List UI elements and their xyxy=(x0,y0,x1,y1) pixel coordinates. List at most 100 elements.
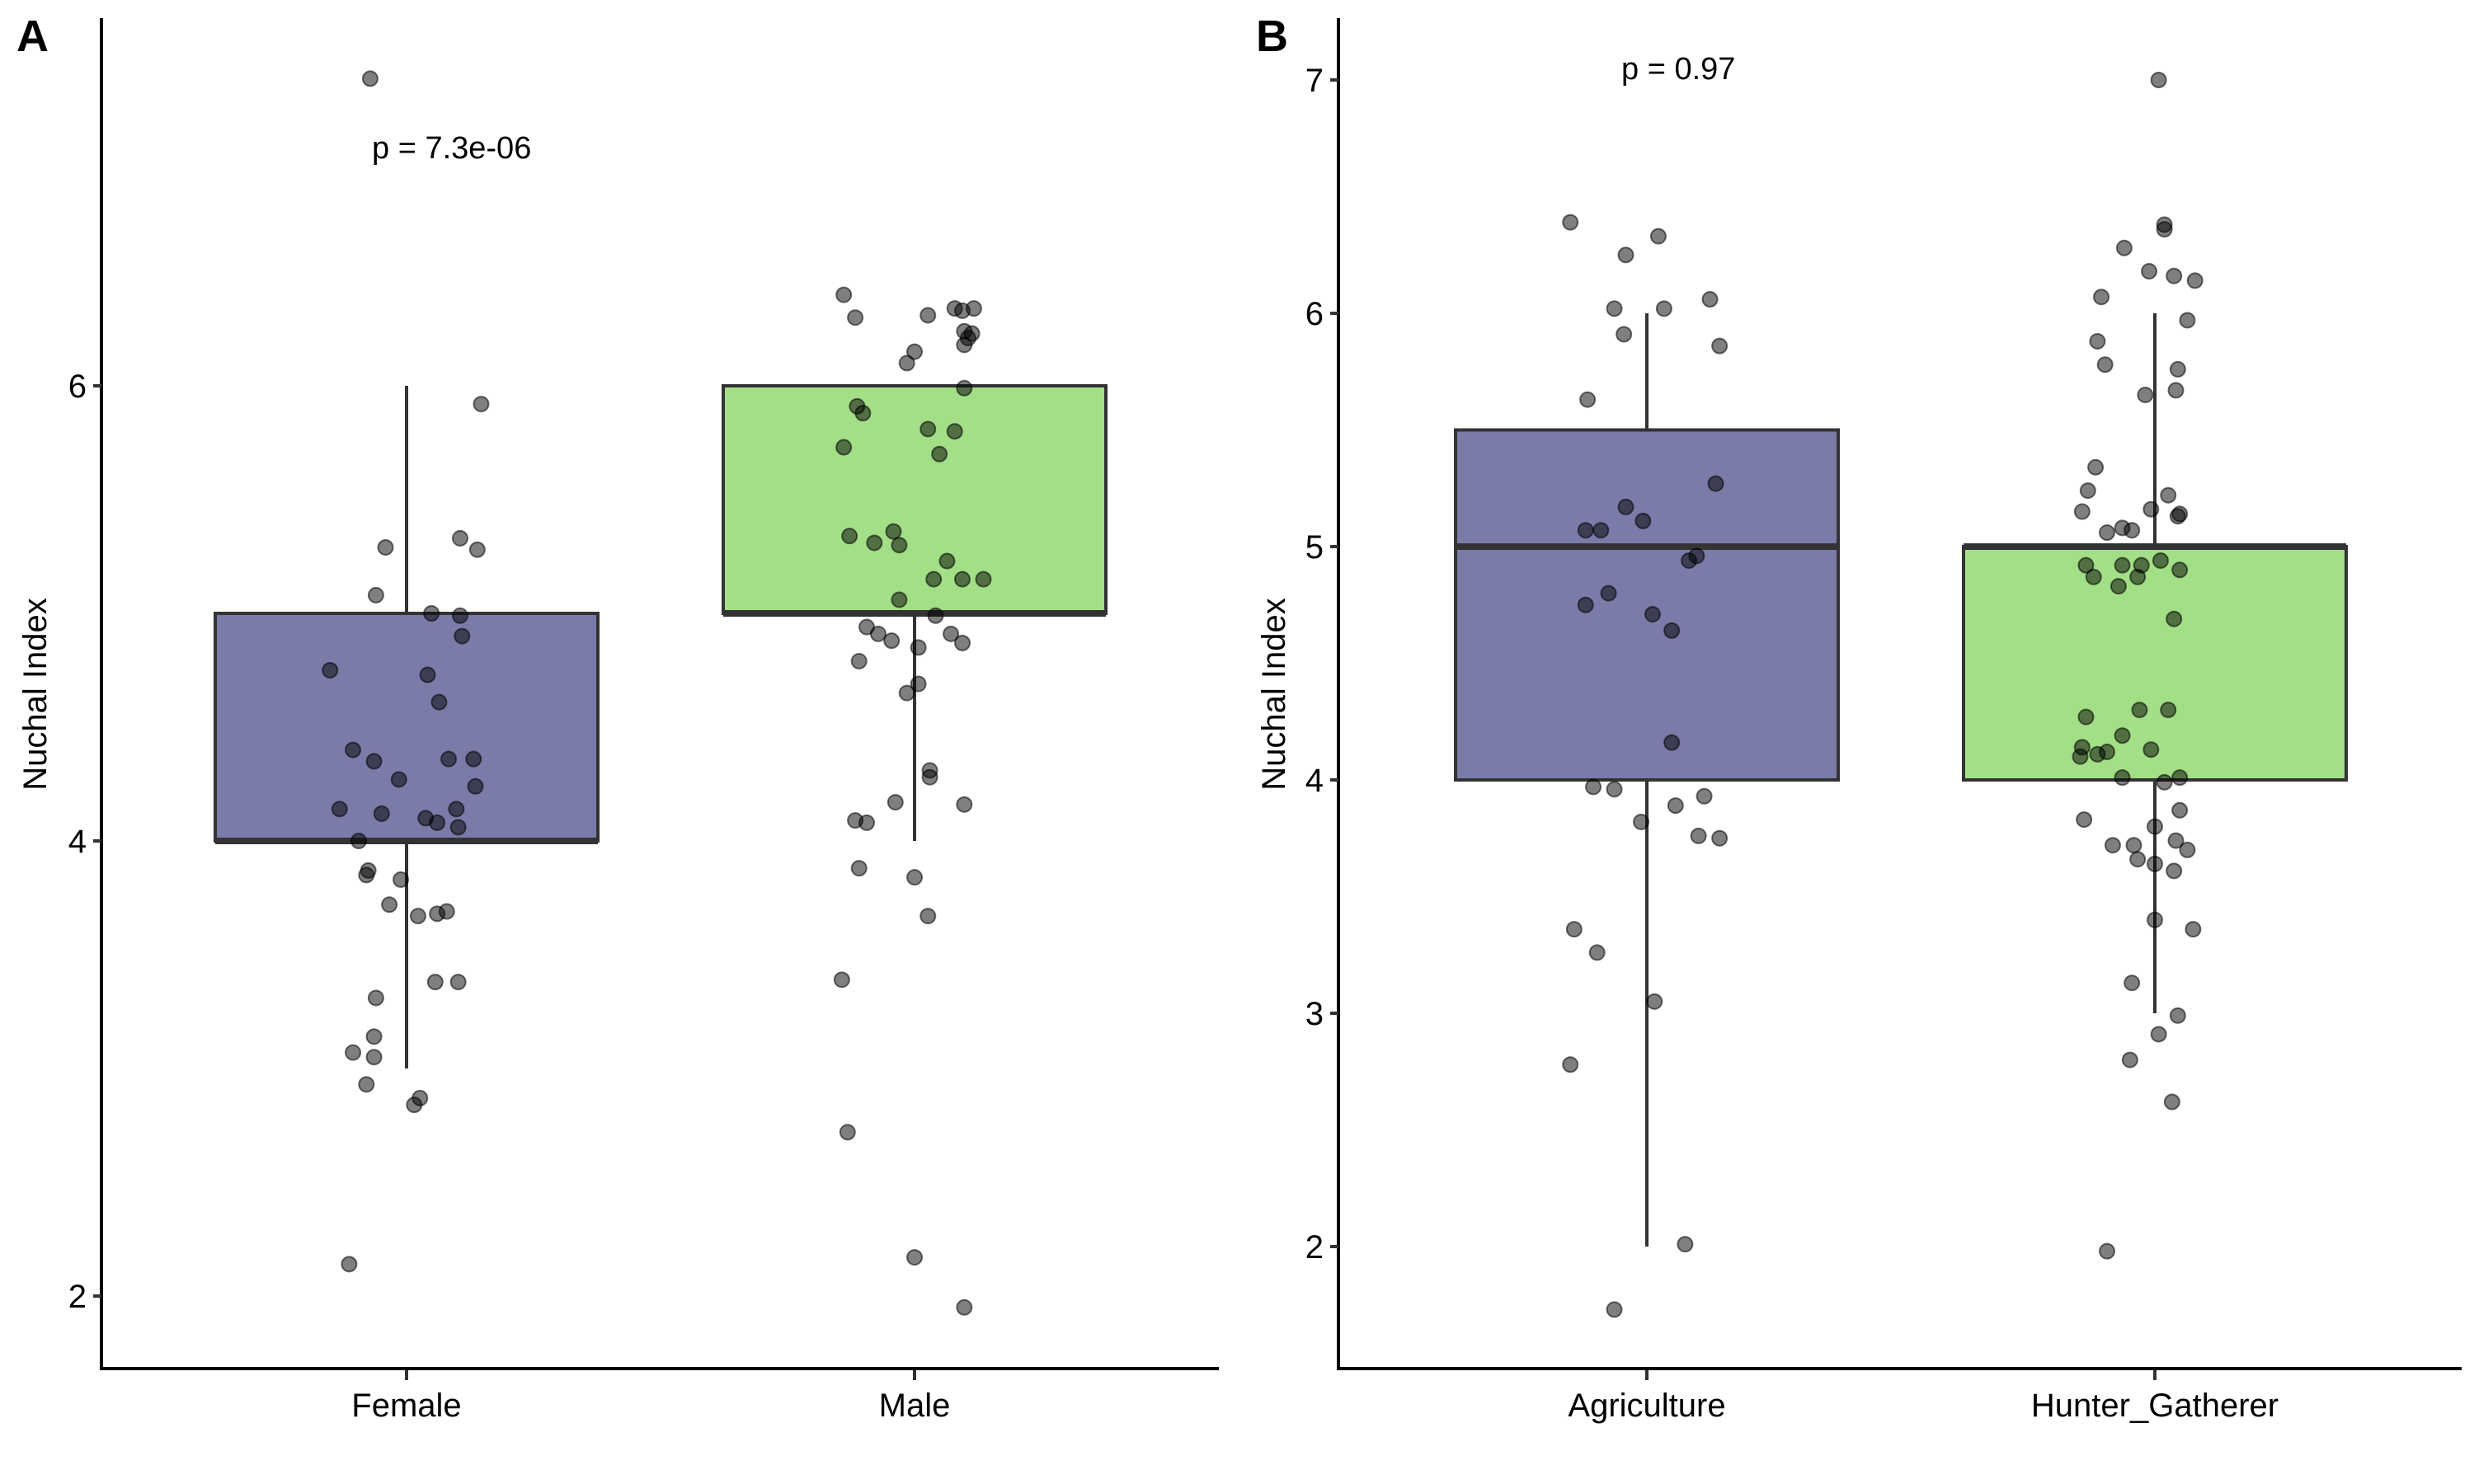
data-point xyxy=(954,634,971,651)
data-point xyxy=(1616,326,1633,343)
data-point xyxy=(322,662,339,679)
data-point xyxy=(906,343,923,360)
data-point xyxy=(381,896,398,913)
data-point xyxy=(2160,486,2177,504)
data-point xyxy=(449,974,467,991)
panel-a: A Nuchal Index p = 7.3e-06 2 4 6 Female Mal… xyxy=(16,12,1219,1424)
data-point xyxy=(866,534,883,552)
data-point xyxy=(409,908,426,925)
data-point xyxy=(2171,561,2189,579)
data-point xyxy=(835,286,853,303)
data-point xyxy=(906,1249,923,1266)
box-hunter-gatherer xyxy=(1962,545,2348,782)
data-point xyxy=(2150,72,2167,88)
y-tick-label: 3 xyxy=(1305,996,1324,1032)
data-point xyxy=(2073,503,2091,520)
data-point xyxy=(438,903,455,920)
data-point xyxy=(1577,596,1594,613)
data-point xyxy=(956,336,973,354)
x-ticks-b: Agriculture Hunter_Gatherer xyxy=(1568,1370,2279,1424)
data-point xyxy=(898,355,915,372)
p-value-annotation-b: p = 0.97 xyxy=(1621,52,1735,87)
data-point xyxy=(331,801,348,818)
data-point xyxy=(1606,300,1623,317)
data-point xyxy=(1577,522,1594,539)
y-tick-label: 4 xyxy=(68,824,87,860)
data-point xyxy=(956,1298,973,1316)
data-point xyxy=(2089,745,2106,763)
y-axis-title-a: Nuchal Index xyxy=(17,598,54,790)
data-point xyxy=(1663,622,1681,639)
data-point xyxy=(850,652,868,669)
plot-area-b xyxy=(1454,72,2348,1318)
data-point xyxy=(2077,556,2095,574)
panel-b: B Nuchal Index p = 0.97 2 3 4 5 6 7 Agricultu… xyxy=(1256,12,2462,1424)
data-point xyxy=(869,625,887,642)
data-point xyxy=(345,741,362,758)
box-agriculture xyxy=(1454,428,1840,782)
data-point xyxy=(2156,773,2173,791)
data-point xyxy=(2087,458,2105,476)
data-point xyxy=(1606,781,1623,798)
data-point xyxy=(927,607,944,624)
data-point xyxy=(2166,610,2183,627)
data-point xyxy=(2141,263,2158,280)
data-point xyxy=(1655,300,1672,317)
data-point xyxy=(1677,1236,1694,1253)
data-point xyxy=(449,819,467,836)
data-point xyxy=(1711,829,1729,847)
data-point xyxy=(2152,552,2169,569)
data-point xyxy=(2147,818,2163,835)
data-point xyxy=(2109,578,2127,595)
data-point xyxy=(2114,556,2131,574)
data-point xyxy=(975,571,992,588)
data-point xyxy=(358,866,375,884)
data-point xyxy=(887,794,904,811)
data-point xyxy=(468,541,486,558)
data-point xyxy=(467,777,484,795)
data-point xyxy=(367,989,384,1007)
data-point xyxy=(956,379,973,397)
data-point xyxy=(473,396,490,413)
data-point xyxy=(2125,837,2142,854)
data-point xyxy=(2099,1242,2115,1260)
data-point xyxy=(2185,921,2202,938)
data-point xyxy=(2166,862,2183,880)
data-point xyxy=(2167,832,2185,849)
data-point xyxy=(946,423,963,440)
data-point xyxy=(2076,811,2093,829)
data-point xyxy=(2137,387,2154,404)
data-point xyxy=(891,591,908,608)
p-value-annotation-a: p = 7.3e-06 xyxy=(372,131,531,166)
data-point xyxy=(956,796,973,813)
data-point xyxy=(2104,837,2121,854)
data-point xyxy=(2093,289,2110,306)
data-point xyxy=(1711,337,1729,355)
data-point xyxy=(2115,239,2133,256)
data-point xyxy=(1600,585,1617,602)
data-point xyxy=(2099,524,2115,542)
x-ticks-a: Female Male xyxy=(351,1370,950,1424)
data-point xyxy=(2160,702,2177,719)
data-point xyxy=(2147,911,2163,928)
data-point xyxy=(1588,944,1606,961)
data-point xyxy=(2169,1007,2186,1024)
data-point xyxy=(835,439,853,456)
data-point xyxy=(406,1097,423,1114)
data-point xyxy=(2133,556,2150,574)
data-point xyxy=(2142,741,2160,758)
data-point xyxy=(920,420,937,438)
data-point xyxy=(1579,391,1597,408)
data-point xyxy=(1606,1301,1623,1318)
data-point xyxy=(2089,332,2106,350)
data-point xyxy=(373,805,390,822)
data-point xyxy=(2163,1093,2180,1111)
panel-tag-b: B xyxy=(1256,12,1288,61)
plot-area-a xyxy=(214,70,1108,1316)
y-tick-label: 4 xyxy=(1305,763,1324,799)
data-point xyxy=(426,974,444,991)
data-point xyxy=(2169,508,2186,525)
data-point xyxy=(1667,797,1684,815)
data-point xyxy=(367,586,384,603)
data-point xyxy=(883,632,901,650)
